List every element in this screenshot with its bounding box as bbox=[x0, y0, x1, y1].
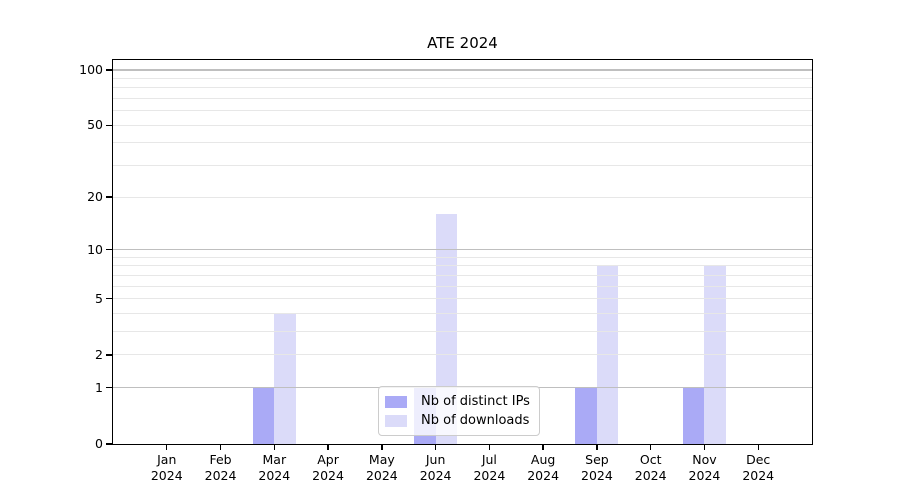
x-tick-mark-sep bbox=[596, 444, 598, 450]
gridline-minor-7 bbox=[113, 274, 812, 276]
x-tick-year-text: 2024 bbox=[365, 467, 398, 483]
x-tick-mark-nov bbox=[703, 444, 706, 450]
x-tick-mark-jan bbox=[166, 444, 168, 450]
legend-swatch-distinct-ips-icon bbox=[385, 395, 407, 408]
y-tick-mark-20 bbox=[106, 196, 113, 198]
x-tick-mark-oct bbox=[649, 444, 652, 450]
x-tick-year-text: 2024 bbox=[742, 467, 775, 483]
x-tick-mark-aug bbox=[542, 444, 544, 450]
gridline-minor-80 bbox=[113, 87, 812, 89]
x-tick-year-text: 2024 bbox=[204, 467, 237, 483]
x-tick-month-text: Apr bbox=[317, 452, 339, 467]
gridline-minor-60 bbox=[113, 110, 812, 112]
y-tick-mark-1 bbox=[106, 387, 113, 389]
x-tick-label-dec: Dec 2024 bbox=[728, 452, 788, 483]
y-tick-label-0: 0 bbox=[95, 436, 103, 451]
x-tick-mark-dec bbox=[757, 444, 759, 450]
legend: Nb of distinct IPs Nb of downloads bbox=[378, 386, 540, 436]
y-tick-label-1: 1 bbox=[95, 379, 103, 395]
gridline-minor-6 bbox=[113, 285, 812, 287]
gridline-minor-4 bbox=[113, 313, 812, 314]
x-tick-month-text: Jun bbox=[425, 452, 446, 467]
legend-item-downloads: Nb of downloads bbox=[385, 411, 530, 430]
x-tick-month-text: Nov bbox=[692, 452, 717, 467]
y-tick-label-10: 10 bbox=[87, 241, 103, 257]
x-tick-label-oct: Oct 2024 bbox=[621, 452, 681, 483]
gridline-minor-50 bbox=[113, 124, 812, 126]
y-tick-label-2: 2 bbox=[95, 346, 103, 362]
gridline-minor-9 bbox=[113, 256, 812, 258]
y-tick-mark-5 bbox=[106, 298, 113, 300]
gridline-minor-30 bbox=[113, 165, 812, 167]
x-tick-mark-feb bbox=[219, 444, 222, 450]
x-tick-month-text: Dec bbox=[746, 452, 771, 467]
legend-swatch-downloads-icon bbox=[385, 414, 407, 427]
x-tick-label-may: May 2024 bbox=[352, 452, 412, 483]
x-tick-label-jul: Jul 2024 bbox=[459, 452, 519, 483]
legend-label-downloads: Nb of downloads bbox=[421, 413, 530, 428]
y-tick-mark-10 bbox=[106, 248, 113, 251]
x-tick-mark-apr bbox=[327, 444, 329, 450]
y-tick-mark-50 bbox=[106, 124, 113, 126]
x-tick-month-text: Mar bbox=[262, 452, 287, 467]
x-tick-year-text: 2024 bbox=[312, 467, 344, 483]
x-tick-month-text: Oct bbox=[639, 452, 662, 467]
x-tick-label-aug: Aug 2024 bbox=[513, 452, 573, 483]
bar-distinct-ips-mar bbox=[252, 387, 275, 444]
x-tick-year-text: 2024 bbox=[634, 467, 667, 483]
x-tick-year-text: 2024 bbox=[258, 467, 291, 483]
x-tick-label-feb: Feb 2024 bbox=[191, 452, 251, 483]
x-tick-year-text: 2024 bbox=[688, 467, 721, 483]
x-tick-mark-may bbox=[381, 444, 383, 450]
y-tick-mark-0 bbox=[106, 443, 113, 445]
x-tick-year-text: 2024 bbox=[581, 467, 613, 483]
x-tick-month-text: Jan bbox=[157, 452, 177, 467]
x-tick-year-text: 2024 bbox=[473, 467, 506, 483]
x-tick-mark-jul bbox=[488, 444, 491, 450]
x-tick-month-text: Jul bbox=[481, 452, 497, 467]
x-tick-label-nov: Nov 2024 bbox=[674, 452, 734, 483]
x-tick-month-text: May bbox=[368, 452, 395, 467]
legend-item-distinct-ips: Nb of distinct IPs bbox=[385, 392, 530, 411]
y-tick-label-5: 5 bbox=[95, 290, 103, 306]
chart-title: ATE 2024 bbox=[427, 34, 498, 52]
x-tick-month-text: Feb bbox=[209, 452, 232, 467]
x-tick-label-apr: Apr 2024 bbox=[298, 452, 358, 483]
x-tick-mark-mar bbox=[273, 444, 275, 450]
y-tick-label-20: 20 bbox=[87, 189, 103, 205]
x-tick-label-sep: Sep 2024 bbox=[567, 452, 627, 483]
x-tick-month-text: Sep bbox=[585, 452, 609, 467]
gridline-minor-40 bbox=[113, 142, 812, 144]
x-tick-year-text: 2024 bbox=[419, 467, 452, 483]
gridline-minor-8 bbox=[113, 265, 812, 267]
legend-label-distinct-ips: Nb of distinct IPs bbox=[421, 394, 530, 409]
gridline-major-100 bbox=[113, 69, 812, 71]
y-tick-label-100: 100 bbox=[79, 61, 103, 77]
gridline-minor-3 bbox=[113, 331, 812, 333]
x-tick-year-text: 2024 bbox=[527, 467, 560, 483]
gridline-minor-70 bbox=[113, 97, 812, 99]
y-tick-mark-100 bbox=[106, 69, 113, 71]
gridline-minor-90 bbox=[113, 77, 812, 79]
plot-area: 0 1 2 5 10 20 50 100 Jan 2024 Feb 2024 Mar 2024 Apr 20… bbox=[79, 59, 813, 483]
bar-downloads-mar bbox=[274, 313, 296, 444]
x-tick-label-jan: Jan 2024 bbox=[137, 452, 197, 483]
gridline-minor-20 bbox=[113, 196, 812, 198]
x-tick-label-mar: Mar 2024 bbox=[244, 452, 304, 483]
x-tick-year-text: 2024 bbox=[150, 467, 183, 483]
x-tick-month-text: Aug bbox=[530, 452, 556, 467]
gridline-minor-2 bbox=[113, 354, 812, 356]
x-tick-mark-jun bbox=[434, 444, 437, 450]
y-tick-label-50: 50 bbox=[87, 117, 103, 133]
bar-distinct-ips-sep bbox=[575, 387, 597, 444]
bar-distinct-ips-nov bbox=[682, 387, 705, 444]
y-tick-mark-2 bbox=[106, 354, 113, 356]
x-tick-label-jun: Jun 2024 bbox=[406, 452, 466, 483]
gridline-major-10 bbox=[113, 249, 812, 251]
gridline-minor-5 bbox=[113, 298, 812, 300]
